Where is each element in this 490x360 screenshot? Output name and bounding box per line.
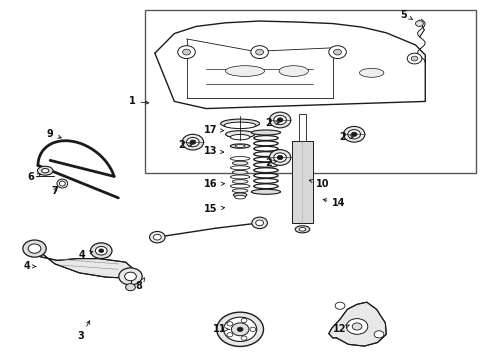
Text: 9: 9 bbox=[47, 129, 61, 139]
Ellipse shape bbox=[232, 170, 248, 174]
Circle shape bbox=[99, 249, 104, 252]
Circle shape bbox=[124, 272, 136, 281]
Ellipse shape bbox=[295, 226, 310, 233]
Circle shape bbox=[256, 49, 264, 55]
Ellipse shape bbox=[230, 134, 250, 140]
Circle shape bbox=[343, 126, 365, 142]
Ellipse shape bbox=[220, 119, 260, 128]
Text: 4: 4 bbox=[24, 261, 36, 271]
Text: 6: 6 bbox=[27, 172, 41, 182]
Circle shape bbox=[187, 138, 199, 147]
Circle shape bbox=[119, 268, 142, 285]
Ellipse shape bbox=[59, 181, 65, 186]
Circle shape bbox=[348, 130, 361, 139]
Circle shape bbox=[182, 134, 203, 150]
Circle shape bbox=[252, 217, 268, 229]
Circle shape bbox=[416, 21, 423, 26]
Ellipse shape bbox=[224, 122, 256, 129]
Circle shape bbox=[351, 132, 357, 136]
Text: 10: 10 bbox=[309, 179, 330, 189]
Text: 3: 3 bbox=[77, 321, 90, 342]
Ellipse shape bbox=[230, 166, 250, 170]
Text: 7: 7 bbox=[51, 186, 58, 196]
Circle shape bbox=[227, 333, 233, 337]
Text: 16: 16 bbox=[204, 179, 224, 189]
Ellipse shape bbox=[233, 193, 247, 197]
Circle shape bbox=[241, 318, 247, 323]
Circle shape bbox=[335, 302, 345, 309]
Ellipse shape bbox=[37, 166, 53, 175]
Polygon shape bbox=[292, 141, 313, 223]
Circle shape bbox=[374, 331, 384, 338]
Circle shape bbox=[411, 56, 418, 61]
Circle shape bbox=[231, 323, 249, 336]
Text: 12: 12 bbox=[333, 324, 349, 334]
Text: 15: 15 bbox=[204, 204, 224, 214]
Circle shape bbox=[28, 244, 41, 253]
Text: 1: 1 bbox=[128, 96, 149, 107]
Circle shape bbox=[149, 231, 165, 243]
Ellipse shape bbox=[57, 179, 68, 188]
Circle shape bbox=[217, 312, 264, 346]
Circle shape bbox=[190, 140, 196, 144]
Circle shape bbox=[183, 49, 191, 55]
Polygon shape bbox=[30, 241, 138, 278]
Circle shape bbox=[241, 336, 247, 340]
Circle shape bbox=[96, 247, 107, 255]
Circle shape bbox=[346, 319, 368, 334]
Ellipse shape bbox=[225, 131, 255, 138]
Circle shape bbox=[23, 240, 46, 257]
Text: 2: 2 bbox=[178, 140, 192, 150]
Ellipse shape bbox=[251, 189, 281, 194]
Circle shape bbox=[352, 323, 362, 330]
Circle shape bbox=[237, 327, 243, 332]
Circle shape bbox=[223, 317, 257, 342]
Circle shape bbox=[270, 112, 291, 128]
Ellipse shape bbox=[42, 168, 49, 173]
Ellipse shape bbox=[235, 145, 245, 148]
Circle shape bbox=[251, 46, 269, 59]
Ellipse shape bbox=[225, 66, 265, 76]
Circle shape bbox=[329, 46, 346, 59]
Ellipse shape bbox=[232, 161, 248, 165]
Ellipse shape bbox=[230, 144, 250, 148]
Text: 2: 2 bbox=[265, 118, 279, 128]
Ellipse shape bbox=[230, 175, 250, 179]
Circle shape bbox=[178, 46, 196, 59]
Circle shape bbox=[227, 322, 233, 326]
Circle shape bbox=[250, 327, 256, 332]
Circle shape bbox=[125, 284, 135, 291]
Circle shape bbox=[334, 49, 342, 55]
Polygon shape bbox=[329, 302, 386, 346]
Bar bbox=[145, 10, 476, 173]
Text: 2: 2 bbox=[339, 132, 353, 142]
Circle shape bbox=[256, 220, 264, 226]
Circle shape bbox=[91, 243, 112, 258]
Ellipse shape bbox=[279, 66, 308, 76]
Circle shape bbox=[407, 53, 422, 64]
Circle shape bbox=[277, 118, 283, 122]
Ellipse shape bbox=[235, 195, 245, 199]
Ellipse shape bbox=[230, 157, 250, 161]
Circle shape bbox=[274, 153, 287, 162]
Text: 2: 2 bbox=[265, 158, 277, 168]
Bar bbox=[298, 114, 306, 141]
Circle shape bbox=[274, 115, 287, 125]
Text: 13: 13 bbox=[204, 147, 223, 157]
Text: 11: 11 bbox=[213, 324, 229, 334]
Circle shape bbox=[153, 234, 161, 240]
Ellipse shape bbox=[230, 184, 250, 188]
Text: 8: 8 bbox=[135, 278, 145, 292]
Text: 4: 4 bbox=[78, 250, 93, 260]
Text: 17: 17 bbox=[204, 125, 223, 135]
Ellipse shape bbox=[360, 68, 384, 77]
Circle shape bbox=[277, 156, 283, 159]
Ellipse shape bbox=[299, 228, 306, 231]
Text: 5: 5 bbox=[400, 10, 413, 19]
Ellipse shape bbox=[251, 130, 281, 135]
Ellipse shape bbox=[232, 180, 248, 184]
Circle shape bbox=[270, 150, 291, 165]
Ellipse shape bbox=[232, 189, 248, 193]
Text: 14: 14 bbox=[323, 198, 346, 208]
